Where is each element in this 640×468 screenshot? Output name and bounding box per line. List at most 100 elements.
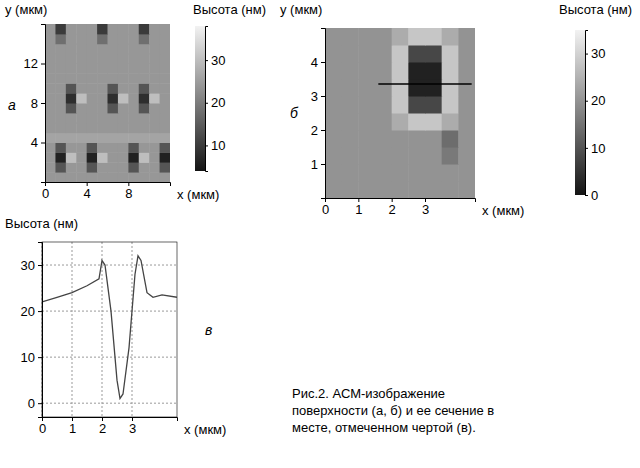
colorbar-axis-tick: 10	[585, 141, 605, 156]
colorbar	[575, 30, 585, 195]
heatmap-cell	[425, 28, 442, 46]
x-axis: 0123	[322, 198, 476, 217]
heatmap-cell	[139, 93, 150, 103]
heatmap-cell	[87, 93, 98, 103]
heatmap-cell	[55, 44, 66, 54]
heatmap-cell	[139, 44, 150, 54]
y-axis-tick: 10	[21, 350, 42, 365]
y-axis-tick: 2	[311, 123, 325, 138]
y-axis-tick: 0	[28, 396, 42, 411]
heatmap-cell	[97, 123, 108, 133]
x-axis: 048	[42, 182, 171, 201]
heatmap-cell	[342, 28, 359, 46]
heatmap-cell	[392, 79, 409, 97]
y-axis-tick-mark	[321, 164, 325, 165]
y-axis-tick-mark	[41, 103, 45, 104]
colorbar-title: Высота (нм)	[193, 2, 266, 17]
heatmap-cell	[458, 62, 475, 80]
caption: Рис.2. АСМ-изображениеповерхности (а, б)…	[292, 386, 494, 435]
heatmap-cell	[97, 113, 108, 123]
heatmap-cell	[139, 113, 150, 123]
heatmap-cell	[160, 83, 170, 93]
colorbar-axis-tick-mark	[585, 101, 588, 102]
heatmap-cell	[358, 28, 375, 46]
heatmap-cell	[128, 172, 139, 182]
colorbar-axis-tick-mark	[205, 145, 208, 146]
heatmap-cell	[342, 130, 359, 148]
y-axis-title: y (мкм)	[280, 2, 322, 17]
heatmap-cell	[66, 64, 77, 74]
heatmap-cell	[375, 164, 392, 182]
heatmap-cell	[45, 24, 56, 34]
x-axis-tick-label: 1	[69, 421, 76, 436]
heatmap-cell	[108, 172, 119, 182]
heatmap-cell	[442, 45, 459, 63]
heatmap-cell	[139, 123, 150, 133]
heatmap-cell	[392, 130, 409, 148]
section-line	[378, 83, 471, 85]
heatmap-cell	[108, 123, 119, 133]
heatmap-cell	[160, 113, 170, 123]
colorbar-axis-tick-label: 10	[591, 141, 605, 156]
heatmap-cell	[408, 113, 425, 131]
y-axis-tick-label: 3	[311, 89, 318, 104]
colorbar-axis-tick: 30	[205, 53, 225, 68]
heatmap-cell	[45, 93, 56, 103]
heatmap-cell	[149, 54, 160, 64]
heatmap-cell	[76, 143, 87, 153]
heatmap-cell	[108, 24, 119, 34]
heatmap-cell	[149, 172, 160, 182]
heatmap-cell	[55, 54, 66, 64]
colorbar-axis-tick-label: 20	[591, 93, 605, 108]
heatmap-cell	[375, 181, 392, 198]
heatmap-cell	[55, 172, 66, 182]
heatmap-cell	[442, 79, 459, 97]
colorbar-axis-tick: 30	[585, 46, 605, 61]
heatmap-cell	[425, 96, 442, 114]
heatmap-cell	[45, 113, 56, 123]
heatmap-cell	[76, 113, 87, 123]
heatmap-cell	[128, 93, 139, 103]
heatmap-cell	[128, 103, 139, 113]
colorbar-axis-tick-mark	[205, 60, 208, 61]
heatmap-cell	[458, 164, 475, 182]
y-axis-tick-label: 8	[31, 96, 38, 111]
heatmap-cell	[118, 93, 129, 103]
heatmap-cell	[128, 123, 139, 133]
heatmap-cell	[425, 181, 442, 198]
heatmap-cell	[160, 54, 170, 64]
x-axis-tick: 3	[422, 198, 429, 217]
heatmap-cell	[97, 133, 108, 143]
plot-area	[42, 256, 177, 399]
plot-area	[325, 28, 475, 198]
heatmap-cell	[139, 83, 150, 93]
heatmap-cell	[392, 147, 409, 165]
heatmap-cell	[108, 34, 119, 44]
heatmap-cell	[342, 147, 359, 165]
heatmap-cell	[392, 164, 409, 182]
y-axis: 0102030	[21, 243, 43, 418]
colorbar-axis-tick: 0	[585, 188, 598, 203]
heatmap-cell	[118, 34, 129, 44]
heatmap-cell	[118, 172, 129, 182]
heatmap-cell	[66, 113, 77, 123]
heatmap-cell	[408, 147, 425, 165]
heatmap-cell	[108, 162, 119, 172]
heatmap-cell	[108, 44, 119, 54]
heatmap-cell	[76, 123, 87, 133]
heatmap-cell	[45, 152, 56, 162]
x-axis-tick: 2	[389, 198, 396, 217]
heatmap-cell	[118, 123, 129, 133]
heatmap-cell	[97, 24, 108, 34]
heatmap-cell	[358, 181, 375, 198]
heatmap-cell	[375, 28, 392, 46]
heatmap-cell	[55, 152, 66, 162]
heatmap-cell	[128, 24, 139, 34]
heatmap-cell	[358, 62, 375, 80]
heatmap-cell	[118, 103, 129, 113]
heatmap-cell	[97, 103, 108, 113]
heatmap-cell	[87, 152, 98, 162]
heatmap-cell	[139, 24, 150, 34]
heatmap-cell	[392, 28, 409, 46]
grid-line-y	[42, 357, 177, 358]
